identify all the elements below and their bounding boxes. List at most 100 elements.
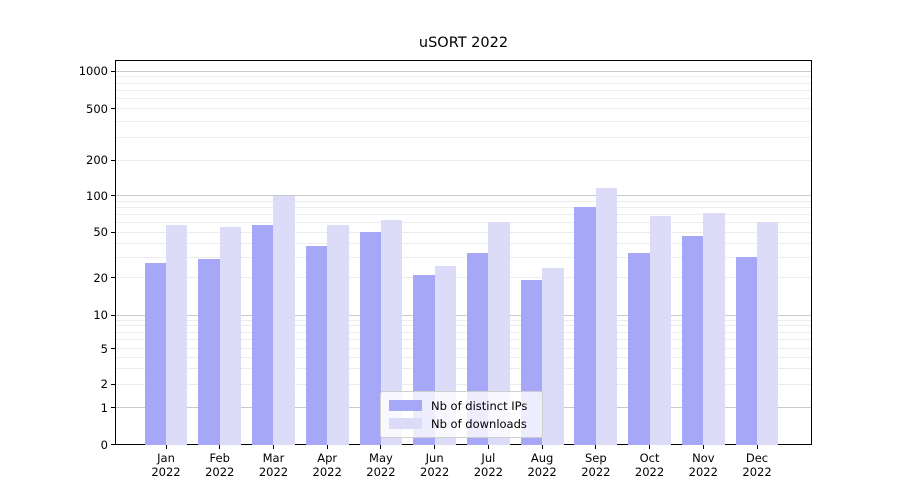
gridline-minor [116,98,811,100]
x-tick-month: May [369,451,393,465]
x-tick-month: Oct [639,451,660,465]
bar-downloads [327,225,349,445]
x-tick-mark [702,445,704,449]
bar-downloads [703,212,725,445]
y-tick-mark [111,277,115,278]
gridline-minor [116,356,811,358]
bar-distinct-ips [359,232,381,445]
x-tick-mark [756,445,758,449]
gridline-major [116,70,811,72]
gridline-minor [116,76,811,78]
x-tick-label: Jul 2022 [456,451,520,479]
y-tick-label: 200 [86,153,108,167]
x-tick-year: 2022 [473,465,504,479]
y-tick-label: 50 [93,225,108,239]
gridline-minor [116,367,811,369]
x-tick-mark [541,445,543,449]
gridline-minor [116,242,811,244]
legend-label-downloads: Nb of downloads [431,416,527,431]
x-tick-month: Aug [530,451,554,465]
gridline-major [116,195,811,196]
y-tick-label: 2 [100,377,108,391]
bar-downloads [542,268,564,445]
gridline-minor [116,348,811,349]
x-tick-month: Feb [209,451,230,465]
y-tick-mark [111,383,115,385]
x-tick-year: 2022 [258,465,289,479]
x-tick-month: Mar [262,451,285,465]
plot-area [115,60,812,445]
bar-downloads [649,215,671,445]
gridline-minor [116,339,811,341]
gridline-minor [116,325,811,327]
x-tick-year: 2022 [634,465,665,479]
y-tick-mark [111,195,115,196]
gridline-minor [116,213,811,215]
gridline-minor [116,221,811,223]
legend-row-downloads: Nb of downloads [387,417,536,431]
x-tick-year: 2022 [151,465,181,479]
legend-label-distinct-ips: Nb of distinct IPs [431,398,528,413]
bar-distinct-ips [681,236,704,445]
y-tick-mark [111,70,115,72]
x-tick-year: 2022 [581,465,611,479]
y-tick-mark [111,108,115,109]
gridline-minor [116,108,811,109]
gridline-minor [116,331,811,333]
chart-title: uSORT 2022 [418,35,509,51]
x-tick-mark [595,445,597,449]
x-tick-year: 2022 [742,465,772,479]
x-tick-year: 2022 [420,465,450,479]
gridline-minor [116,120,811,122]
bar-downloads [219,226,242,445]
legend-swatch-downloads-icon [389,418,422,429]
bar-distinct-ips [628,252,650,445]
bar-downloads [488,222,510,445]
gridline-minor [116,159,811,161]
gridline-minor [116,136,811,138]
x-tick-year: 2022 [312,465,342,479]
gridline-minor [116,383,811,385]
x-tick-year: 2022 [527,465,557,479]
bar-downloads [273,195,295,445]
y-tick-label: 20 [93,270,108,285]
bar-downloads [757,222,779,445]
gridline-minor [116,231,811,233]
x-tick-label: Jan 2022 [134,451,198,479]
gridline-minor [116,82,811,84]
x-tick-label: May 2022 [349,451,413,479]
y-tick-label: 5 [100,341,108,356]
x-tick-label: Mar 2022 [241,451,305,479]
bar-downloads [595,188,618,445]
bar-distinct-ips [735,257,758,445]
x-tick-mark [272,445,274,449]
x-tick-year: 2022 [366,465,396,479]
y-tick-mark [111,159,115,161]
y-tick-mark [111,444,115,445]
x-tick-year: 2022 [688,465,718,479]
y-tick-mark [111,314,115,316]
x-tick-label: Dec 2022 [725,451,789,479]
x-tick-label: Oct 2022 [618,451,682,479]
x-tick-mark [219,445,221,449]
bar-distinct-ips [574,207,596,445]
x-tick-label: Aug 2022 [510,451,574,479]
x-tick-month: Jul [481,451,496,465]
y-tick-mark [111,407,115,408]
y-tick-label: 100 [86,188,108,203]
y-tick-label: 1 [100,400,108,415]
x-tick-mark [165,445,167,449]
bar-downloads [380,219,403,445]
legend-swatch-distinct-ips-icon [389,400,422,411]
legend: Nb of distinct IPs Nb of downloads [380,391,543,438]
y-tick-mark [111,231,115,233]
x-tick-label: Jun 2022 [403,451,467,479]
y-tick-label: 10 [93,308,108,322]
x-tick-mark [649,445,651,449]
y-tick-label: 0 [100,437,108,452]
gridline-minor [116,89,811,91]
y-tick-label: 1000 [78,64,108,78]
gridline-minor [116,319,811,321]
bar-distinct-ips [198,259,220,445]
x-tick-label: Nov 2022 [671,451,735,479]
